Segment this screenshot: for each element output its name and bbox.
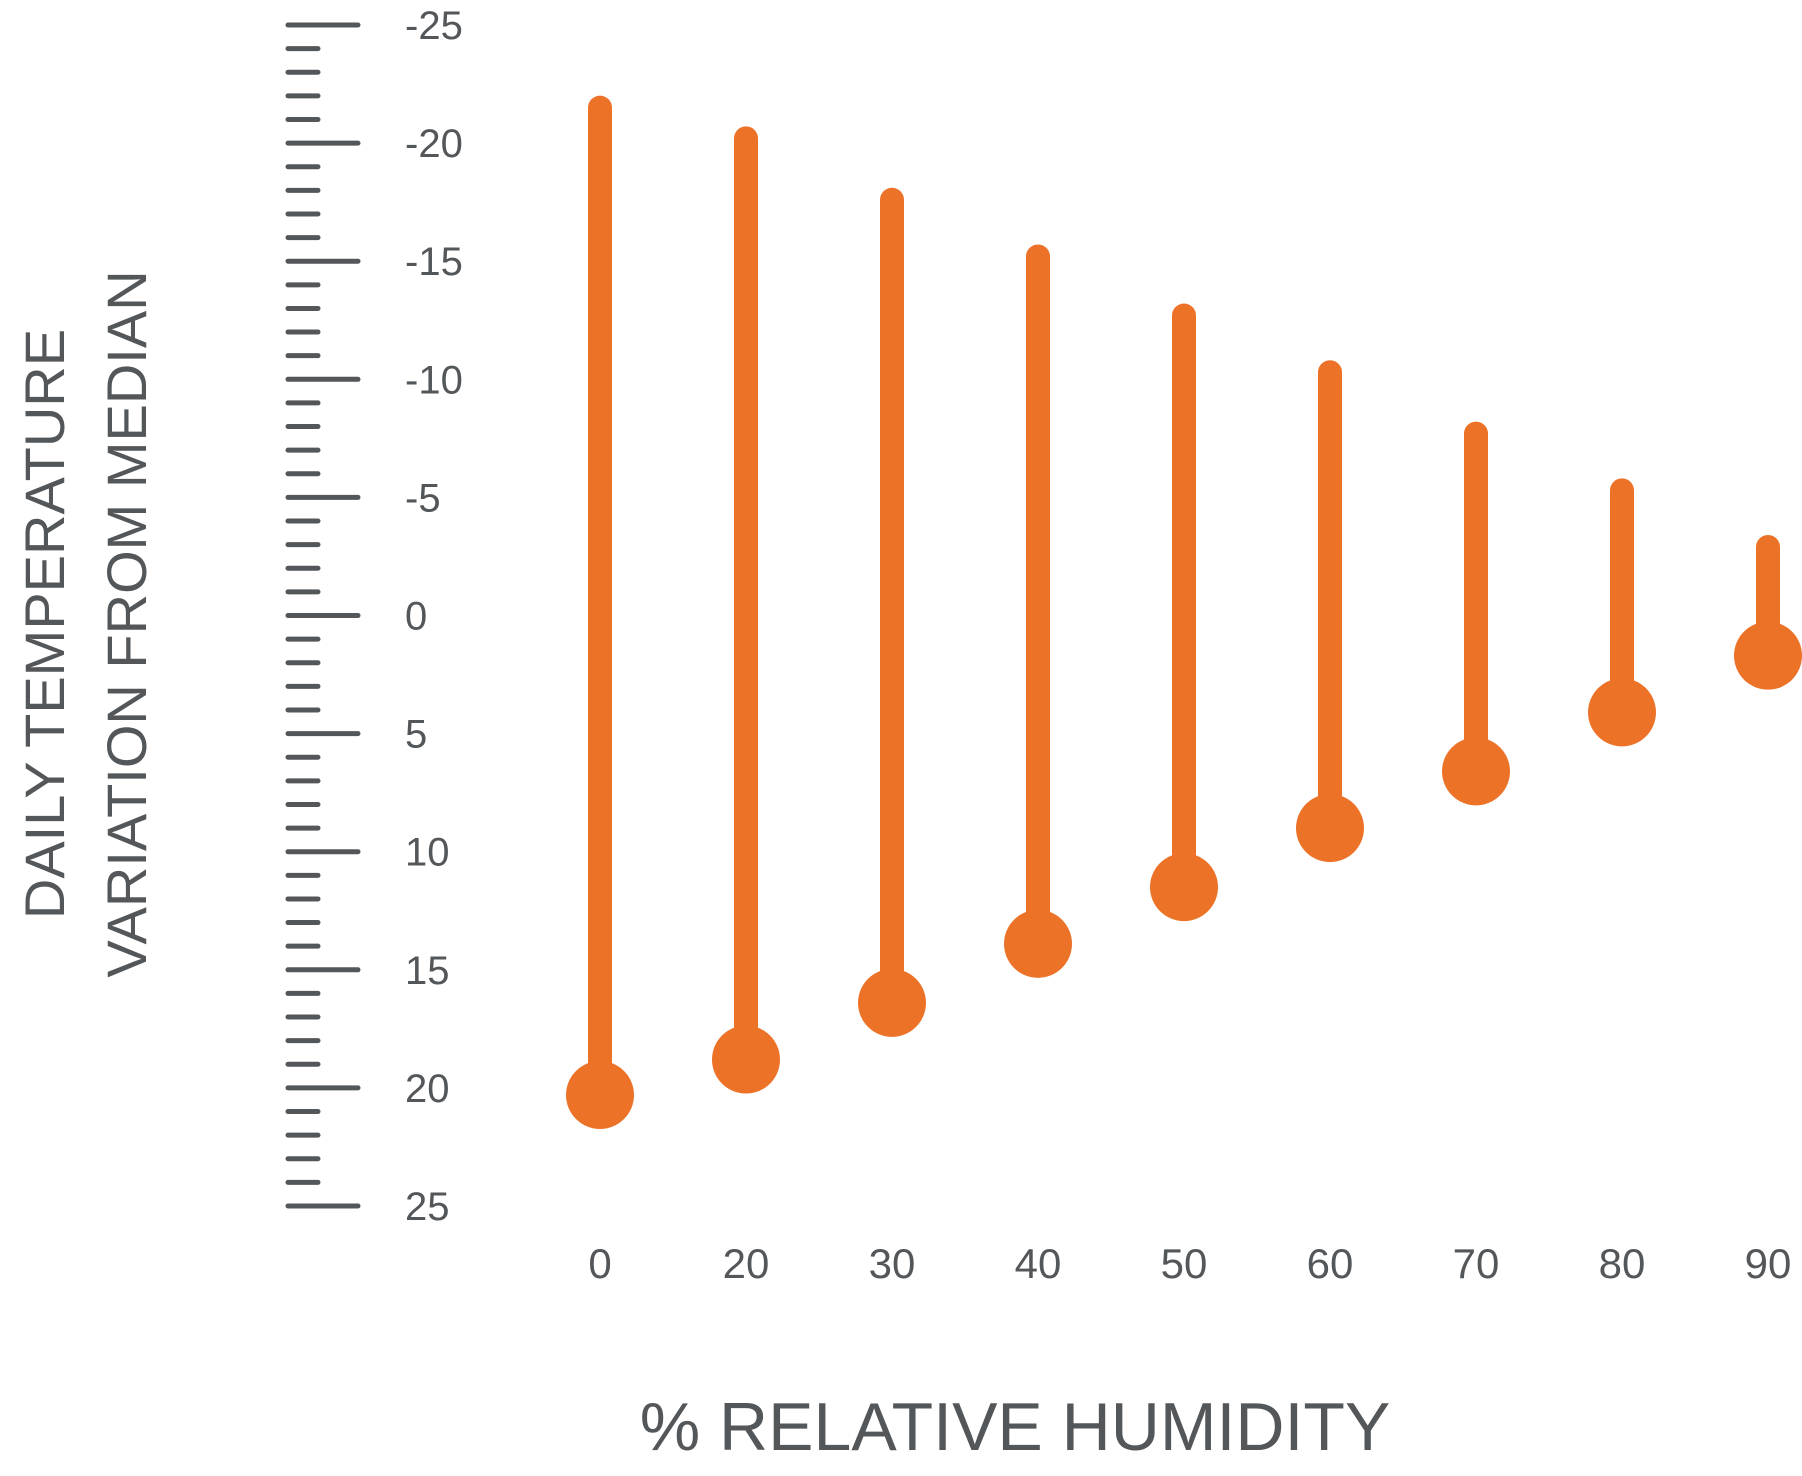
y-tick-label: -25 — [405, 4, 463, 48]
x-tick-label: 80 — [1599, 1240, 1646, 1287]
x-tick-label: 20 — [723, 1240, 770, 1287]
lollipop-dot — [1150, 853, 1218, 922]
y-axis-tick-labels: -25 -20 -15 -10 -5 0 5 10 15 20 25 — [405, 4, 463, 1229]
y-axis-ticks — [285, 22, 361, 1209]
lollipop-dot — [1296, 794, 1364, 863]
x-tick-label: 50 — [1161, 1240, 1208, 1287]
lollipop-dot — [1734, 621, 1802, 690]
x-tick-label: 40 — [1015, 1240, 1062, 1287]
y-tick-label: -5 — [405, 476, 441, 520]
y-axis-title-line-1: DAILY TEMPERATURE — [13, 329, 76, 919]
lollipop-dot — [566, 1060, 634, 1129]
y-tick-label: 15 — [405, 949, 450, 993]
x-tick-label: 0 — [588, 1240, 611, 1287]
y-axis-title: DAILY TEMPERATURE VARIATION FROM MEDIAN — [13, 270, 158, 977]
y-tick-label: 5 — [405, 713, 427, 757]
y-tick-label: -10 — [405, 358, 463, 402]
x-tick-label: 30 — [869, 1240, 916, 1287]
lollipop-dot — [1588, 678, 1656, 747]
lollipop-stems — [588, 95, 1780, 1107]
y-tick-label: 25 — [405, 1185, 450, 1229]
lollipop-dot — [712, 1025, 780, 1094]
x-tick-label: 90 — [1745, 1240, 1792, 1287]
x-axis-title: % RELATIVE HUMIDITY — [640, 1389, 1391, 1465]
y-tick-label: -15 — [405, 240, 463, 284]
lollipop-dots — [566, 621, 1802, 1129]
x-axis-tick-labels: 0 20 30 40 50 60 70 80 90 — [588, 1240, 1791, 1287]
y-axis-title-line-2: VARIATION FROM MEDIAN — [95, 270, 158, 977]
y-tick-label: -20 — [405, 122, 463, 166]
lollipop-dot — [1004, 909, 1072, 978]
x-tick-label: 70 — [1453, 1240, 1500, 1287]
x-tick-label: 60 — [1307, 1240, 1354, 1287]
y-tick-label: 10 — [405, 831, 450, 875]
y-tick-label: 0 — [405, 595, 427, 639]
lollipop-dot — [858, 968, 926, 1037]
y-tick-label: 20 — [405, 1067, 450, 1111]
lollipop-dot — [1442, 737, 1510, 806]
